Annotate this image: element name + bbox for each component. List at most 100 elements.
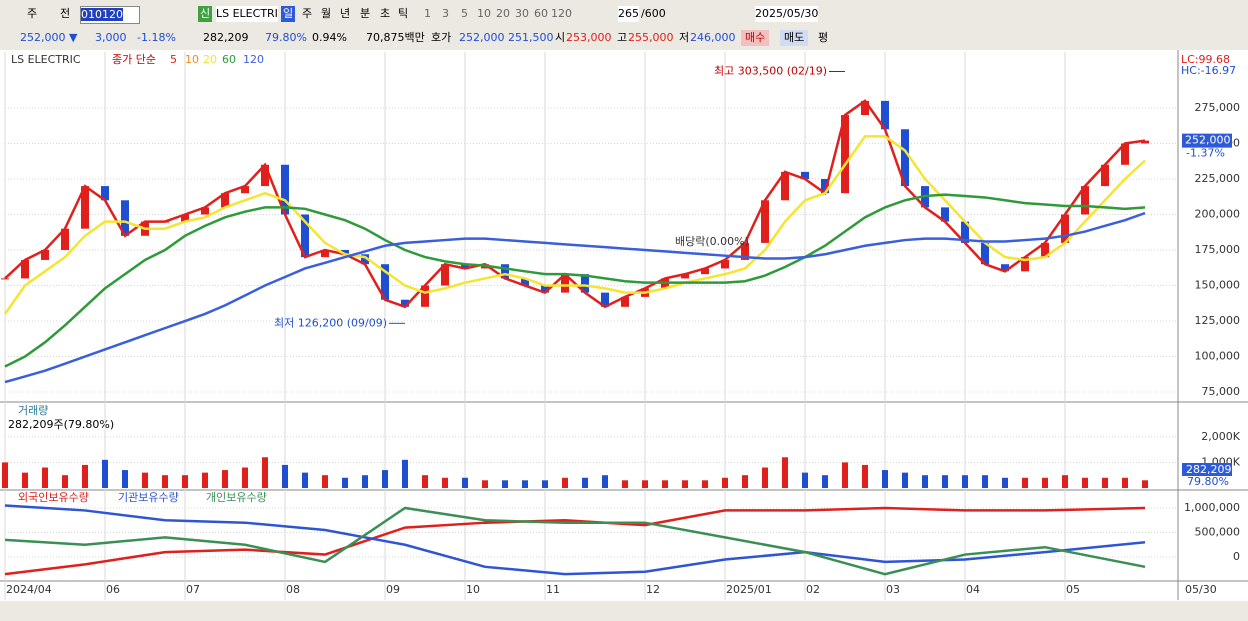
volume-bar bbox=[522, 480, 528, 488]
btn[interactable]: 전 bbox=[60, 7, 71, 20]
volume-bar bbox=[782, 457, 788, 488]
btn[interactable]: 5 bbox=[461, 7, 468, 20]
volume-bar bbox=[302, 472, 308, 488]
btn[interactable]: 3 bbox=[442, 7, 449, 20]
y-tick-label: 1,000,000 bbox=[1184, 501, 1240, 514]
volume-bar bbox=[202, 472, 208, 488]
btn[interactable]: 10 bbox=[477, 7, 491, 20]
volume-bar bbox=[962, 475, 968, 488]
candle bbox=[621, 296, 629, 307]
turnover: 0.94% bbox=[312, 31, 347, 44]
count[interactable]: 265 bbox=[618, 6, 639, 22]
legend-item: 60 bbox=[222, 53, 236, 66]
y-tick-label: 225,000 bbox=[1195, 172, 1241, 185]
volume-bar bbox=[422, 475, 428, 488]
volume-bar bbox=[1082, 477, 1088, 488]
y-tick-label: 2,000K bbox=[1201, 430, 1240, 443]
candle bbox=[301, 214, 309, 258]
btn[interactable]: 평 bbox=[818, 31, 829, 44]
volume-bar bbox=[462, 477, 468, 488]
ma-line bbox=[4, 193, 1146, 368]
btn[interactable]: 분 bbox=[360, 7, 371, 20]
volume-bar bbox=[1062, 475, 1068, 488]
bg bbox=[0, 50, 1248, 621]
volume-bar bbox=[442, 477, 448, 488]
btn[interactable]: 60 bbox=[534, 7, 548, 20]
candle bbox=[341, 250, 349, 255]
candle bbox=[961, 221, 969, 243]
candle bbox=[81, 186, 89, 229]
candle bbox=[501, 264, 509, 279]
price: 252,000 ▼ bbox=[20, 31, 78, 44]
btn[interactable]: 20 bbox=[496, 7, 510, 20]
open: 253,000 bbox=[566, 31, 612, 44]
volume-bar bbox=[322, 475, 328, 488]
holding-line bbox=[4, 506, 1146, 576]
volume-bar bbox=[622, 480, 628, 488]
vol-title: 거래량 bbox=[18, 404, 48, 417]
annotation: 최저 126,200 (09/09) bbox=[274, 316, 387, 329]
btn[interactable]: 일 bbox=[281, 6, 296, 22]
x-tick-label: 07 bbox=[186, 583, 200, 596]
candle bbox=[841, 115, 849, 194]
buy-btn[interactable]: 매수 bbox=[741, 30, 770, 46]
scrollbar[interactable] bbox=[0, 601, 1248, 621]
candle bbox=[1041, 242, 1049, 258]
y-tick-label: 100,000 bbox=[1195, 350, 1241, 363]
ma-line bbox=[4, 211, 1146, 384]
legend-item: 5 bbox=[170, 53, 177, 66]
candle bbox=[761, 200, 769, 243]
btn[interactable]: 월 bbox=[321, 7, 332, 20]
candle bbox=[261, 164, 269, 187]
btn[interactable]: 주 bbox=[302, 7, 313, 20]
date[interactable]: 2025/05/30 bbox=[755, 6, 819, 22]
btn[interactable]: 초 bbox=[380, 7, 391, 20]
x-tick-label: 08 bbox=[286, 583, 300, 596]
volume-bar bbox=[702, 480, 708, 488]
btn[interactable]: 년 bbox=[340, 7, 351, 20]
candle bbox=[21, 259, 29, 279]
candle bbox=[881, 100, 889, 130]
volume-bar bbox=[382, 470, 388, 488]
btn[interactable]: 틱 bbox=[398, 7, 409, 20]
sell-btn[interactable]: 매도 bbox=[780, 30, 809, 46]
volume-bar bbox=[542, 480, 548, 488]
candle bbox=[1061, 214, 1069, 243]
x-tick-label: 06 bbox=[106, 583, 120, 596]
candle bbox=[1081, 186, 1089, 215]
holding-line bbox=[4, 506, 1146, 576]
volume-bar bbox=[122, 470, 128, 488]
toolbar: 주 전 010120 신 LS ELECTRI 일 주 월 년 분 초 틱 1 … bbox=[0, 0, 1248, 50]
y-tick-label: 200,000 bbox=[1195, 207, 1241, 220]
last-change: -1.37% bbox=[1186, 147, 1225, 160]
candle bbox=[321, 250, 329, 258]
btn[interactable]: 1 bbox=[424, 7, 431, 20]
btn[interactable]: 신 bbox=[198, 6, 213, 22]
candle bbox=[541, 285, 549, 293]
high: 255,000 bbox=[628, 31, 674, 44]
volume-bar bbox=[482, 480, 488, 488]
count-max: /600 bbox=[641, 7, 666, 20]
candle bbox=[241, 186, 249, 194]
volume-bar bbox=[262, 457, 268, 488]
btn[interactable]: 120 bbox=[551, 7, 572, 20]
volume-bar bbox=[2, 462, 8, 488]
volume-bar bbox=[22, 472, 28, 488]
legend-item: 10 bbox=[185, 53, 199, 66]
volume-bar bbox=[282, 464, 288, 488]
annotation: 배당락(0.00%) bbox=[675, 235, 749, 248]
volume-bar bbox=[682, 480, 688, 488]
volume-bar bbox=[742, 475, 748, 488]
lc: LC:99.68 bbox=[1181, 53, 1230, 66]
volume-bar bbox=[1002, 477, 1008, 488]
btn[interactable]: 주 bbox=[27, 7, 38, 20]
candle bbox=[721, 259, 729, 269]
pct: -1.18% bbox=[137, 31, 176, 44]
volume-bar bbox=[62, 475, 68, 488]
candle bbox=[461, 264, 469, 269]
volume-bar bbox=[822, 475, 828, 488]
candle bbox=[361, 254, 369, 265]
code-input[interactable]: 010120 bbox=[81, 8, 123, 21]
y-tick-label: 500,000 bbox=[1195, 525, 1241, 538]
btn[interactable]: 30 bbox=[515, 7, 529, 20]
